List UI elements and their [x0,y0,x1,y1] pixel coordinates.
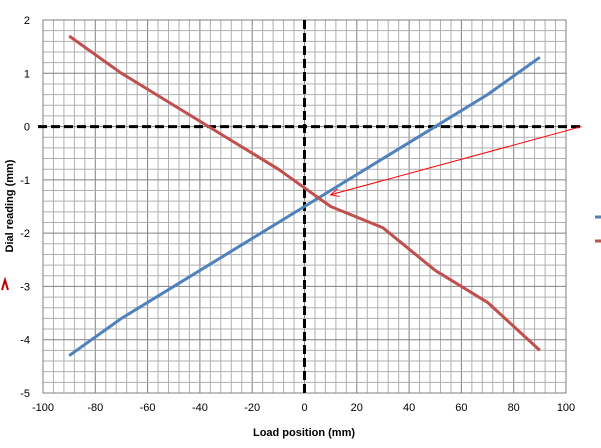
y-tick-label: -2 [20,228,30,240]
annotation-arrowhead [329,188,340,197]
annotation [329,126,582,197]
y-tick-label: -4 [20,335,30,347]
x-tick-label: 20 [351,402,363,414]
y-axis-label: Dial reading (mm) [4,159,16,252]
series-group [68,34,541,357]
red-mark-icon [1,276,9,291]
x-tick-label: 0 [301,402,307,414]
x-tick-label: -20 [244,402,260,414]
tick-labels: -100 -80 -60 -40 -20 0 20 40 60 80 100 -5 -4 -3 -2 -1 0 1… [20,15,575,414]
y-tick-label: -1 [20,175,30,187]
x-tick-label: -80 [87,402,103,414]
x-tick-label: 100 [557,402,575,414]
x-tick-label: 80 [508,402,520,414]
x-tick-label: -60 [140,402,156,414]
series-1-line [68,56,541,357]
x-tick-label: 40 [403,402,415,414]
y-tick-label: 1 [24,68,30,80]
reference-lines [38,20,584,393]
x-tick-label: 60 [455,402,467,414]
y-tick-label: 0 [24,122,30,134]
y-tick-label: -3 [20,281,30,293]
series-2-line [68,34,541,352]
x-tick-label: -40 [192,402,208,414]
y-tick-label: 2 [24,15,30,27]
y-tick-label: -5 [20,388,30,400]
x-tick-label: -100 [32,402,54,414]
annotation-arrow-line [330,126,582,196]
x-axis-label: Load position (mm) [253,427,355,439]
